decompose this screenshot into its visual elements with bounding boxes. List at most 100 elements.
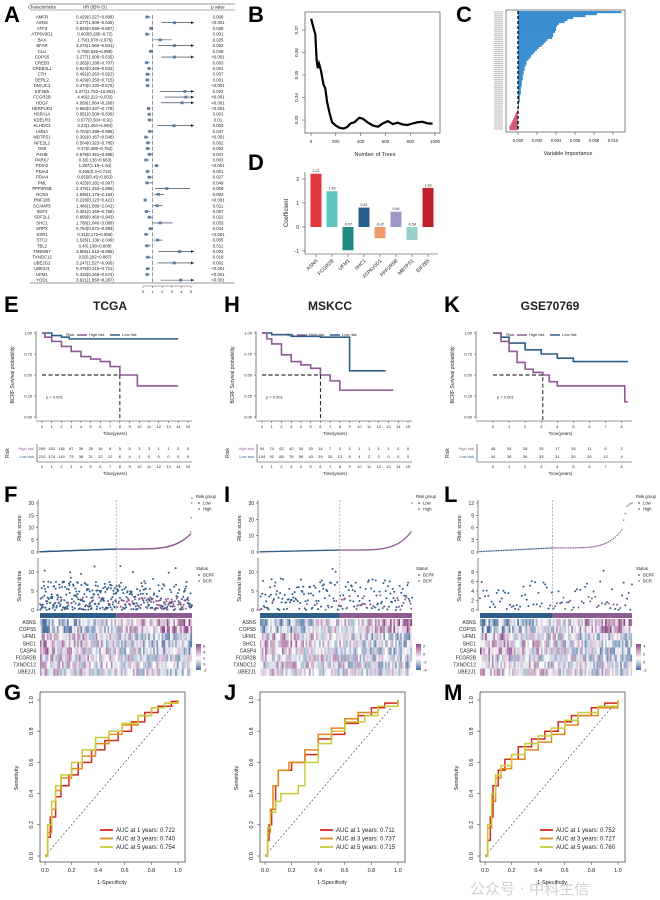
heatmap-cell <box>190 619 193 627</box>
survival-time-point <box>587 595 590 598</box>
heatmap-cell <box>540 647 543 655</box>
heatmap-cell <box>151 647 154 655</box>
heatmap-cell <box>310 633 313 641</box>
x-axis-label: 1-Specificity <box>537 880 567 886</box>
heatmap-cell <box>589 668 592 676</box>
heatmap-cell <box>351 633 353 641</box>
heatmap-cell <box>287 647 289 655</box>
heatmap-cell <box>518 668 521 676</box>
heatmap-cell <box>58 640 61 648</box>
heatmap-cell <box>63 640 66 648</box>
heatmap-cell <box>630 633 633 641</box>
heatmap-gene-label: FCGR2B <box>236 656 257 662</box>
survival-time-point <box>68 591 71 594</box>
heatmap-cell <box>77 626 79 634</box>
heatmap-cell <box>127 668 130 676</box>
row-hr-ci: 0.403(0.285~0.72) <box>77 32 113 37</box>
survival-time-point <box>624 604 627 607</box>
heatmap-cell <box>116 668 118 676</box>
heatmap-cell <box>491 647 494 655</box>
heatmap-cell <box>591 633 594 641</box>
heatmap-cell <box>341 626 343 634</box>
survival-time-point <box>545 586 548 589</box>
heatmap-gene-label: TXNDC12 <box>13 663 36 669</box>
survival-time-point <box>54 601 57 604</box>
y-axis-label: BCRF Survival probability <box>10 346 16 403</box>
panel-c-variable-importance: C0.000 0.002 0.004 0.006 0.008 0.010Variable … <box>456 2 626 157</box>
gene-label-placeholder <box>494 76 503 78</box>
heatmap-cell <box>346 647 348 655</box>
heatmap-cell <box>166 626 169 634</box>
heatmap-cell <box>615 626 617 634</box>
heatmap-cell <box>332 647 335 655</box>
heatmap-cell <box>351 640 353 648</box>
heatmap-cell <box>63 654 66 662</box>
y-tick-label: 0.50 <box>24 373 33 378</box>
risk-table-count: 36 <box>523 454 528 459</box>
heatmap-cell <box>517 661 519 669</box>
survival-time-point <box>405 596 408 599</box>
heatmap-cell <box>598 633 601 641</box>
heatmap-cell <box>58 619 61 627</box>
survival-time-point <box>339 594 342 597</box>
heatmap-cell <box>297 633 299 641</box>
heatmap-cell <box>107 626 110 634</box>
survival-time-point <box>173 605 176 608</box>
heatmap-cell <box>386 668 389 676</box>
y-tick-label: 1.00 <box>244 331 253 336</box>
heatmap-gene-label: FCGR2B <box>16 656 37 662</box>
heatmap-cell <box>46 661 49 669</box>
heatmap-cell <box>336 668 338 676</box>
importance-bar <box>518 80 522 83</box>
heatmap-cell <box>616 619 619 627</box>
heatmap-cell <box>544 668 546 676</box>
risk-table-count: 5 <box>119 446 122 451</box>
heatmap-cell <box>357 640 360 648</box>
heatmap-cell <box>80 668 83 676</box>
survival-time-point <box>75 596 78 599</box>
heatmap-cell <box>493 619 496 627</box>
heatmap-cell <box>287 661 289 669</box>
heatmap-cell <box>134 661 137 669</box>
heatmap-cell <box>594 668 597 676</box>
heatmap-cell <box>268 626 271 634</box>
heatmap-cell <box>357 654 360 662</box>
heatmap-cell <box>163 647 166 655</box>
survival-time-point <box>275 593 278 596</box>
heatmap-cell <box>549 668 552 676</box>
heatmap-cell <box>75 668 78 676</box>
panel-title: MSKCC <box>308 299 352 313</box>
survival-time-point <box>559 602 562 605</box>
heatmap-cell <box>265 626 267 634</box>
heatmap-cell <box>287 633 289 641</box>
risk-score-point <box>579 547 581 549</box>
heatmap-cell <box>374 626 377 634</box>
risk-table-count: 25 <box>88 446 93 451</box>
heatmap-cell <box>356 668 359 676</box>
heatmap-cell <box>501 626 504 634</box>
heatmap-cell <box>337 633 340 641</box>
heatmap-cell <box>126 640 128 648</box>
risk-score-point <box>527 548 530 550</box>
heatmap-cell <box>366 654 369 662</box>
survival-time-point <box>169 588 172 591</box>
hr-point <box>184 95 188 99</box>
heatmap-cell <box>332 626 335 634</box>
heatmap-cell <box>310 619 313 627</box>
risk-score-point <box>517 548 520 551</box>
heatmap-cell <box>388 626 391 634</box>
heatmap-cell <box>496 619 499 627</box>
heatmap-cell <box>559 626 562 634</box>
survival-time-point <box>146 601 149 604</box>
importance-bar <box>518 54 532 57</box>
risk-table-count: 17 <box>555 446 560 451</box>
y-tick-label: 0.0 <box>469 852 475 860</box>
heatmap-cell <box>305 626 308 634</box>
heatmap-cell <box>285 661 288 669</box>
row-gene-name: KLHDC3 <box>34 123 52 128</box>
heatmap-cell <box>599 661 602 669</box>
risk-score-point <box>587 546 590 548</box>
survival-time-point <box>353 590 356 593</box>
survival-time-point <box>487 594 490 597</box>
survival-time-point <box>97 602 100 605</box>
